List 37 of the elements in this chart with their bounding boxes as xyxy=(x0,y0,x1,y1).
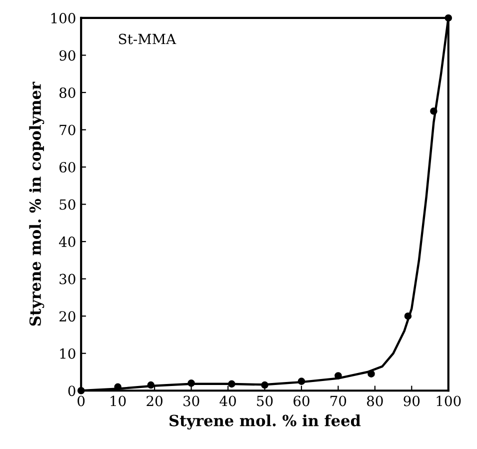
point xyxy=(114,383,122,391)
y-axis-title: Styrene mol. % in copolymer xyxy=(29,82,44,326)
point xyxy=(298,378,306,385)
y-tick-label: 50 xyxy=(60,199,76,210)
x-tick-label: 10 xyxy=(110,396,126,406)
x-tick-label: 40 xyxy=(220,396,236,406)
x-tick-label: 20 xyxy=(146,396,162,406)
point xyxy=(261,381,268,389)
point xyxy=(334,372,342,380)
point xyxy=(228,380,236,388)
point xyxy=(430,107,438,115)
y-tick-label: 30 xyxy=(60,274,76,284)
x-tick-label: 100 xyxy=(436,396,461,406)
y-tick-label: 80 xyxy=(59,87,76,98)
point xyxy=(444,14,452,22)
y-tick-label: 90 xyxy=(59,50,76,61)
x-tick-label: 0 xyxy=(78,396,85,406)
y-tick-label: 0 xyxy=(68,386,76,396)
point xyxy=(188,380,195,387)
y-tick-label: 40 xyxy=(58,236,76,248)
x-tick-label: 70 xyxy=(330,396,346,406)
x-tick-label: 90 xyxy=(404,396,420,406)
annotation: St-MMA xyxy=(118,34,176,44)
point xyxy=(404,312,412,320)
y-tick-label: 100 xyxy=(51,12,76,24)
y-tick-label: 70 xyxy=(60,124,76,136)
x-tick-label: 50 xyxy=(257,396,273,406)
x-tick-label: 80 xyxy=(367,396,383,406)
y-tick-label: 20 xyxy=(59,311,76,322)
point xyxy=(77,386,85,394)
point xyxy=(147,381,155,389)
y-tick-label: 10 xyxy=(60,348,76,359)
y-tick-label: 60 xyxy=(59,162,76,172)
x-tick-label: 30 xyxy=(184,396,200,406)
x-tick-label: 60 xyxy=(294,396,310,406)
x-axis-title: Styrene mol. % in feed xyxy=(170,414,361,430)
point xyxy=(368,370,375,378)
